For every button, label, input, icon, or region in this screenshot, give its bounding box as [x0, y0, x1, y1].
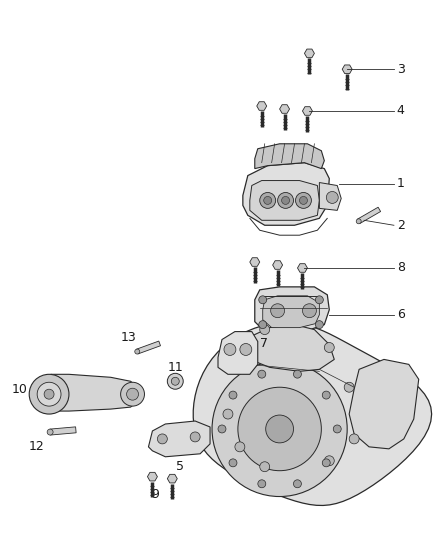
Text: 5: 5: [176, 460, 184, 473]
Circle shape: [259, 321, 267, 329]
Circle shape: [157, 434, 167, 444]
Polygon shape: [240, 325, 334, 372]
Circle shape: [235, 442, 245, 452]
Circle shape: [326, 191, 338, 204]
Polygon shape: [148, 421, 210, 457]
Circle shape: [29, 374, 69, 414]
Circle shape: [296, 192, 311, 208]
Polygon shape: [319, 182, 341, 211]
Polygon shape: [250, 258, 260, 266]
Polygon shape: [304, 49, 314, 58]
Polygon shape: [357, 207, 381, 223]
Circle shape: [224, 343, 236, 356]
Circle shape: [282, 197, 290, 204]
Polygon shape: [250, 181, 319, 220]
Circle shape: [322, 391, 330, 399]
Text: 2: 2: [397, 219, 405, 232]
Circle shape: [333, 425, 341, 433]
Circle shape: [303, 304, 316, 318]
Circle shape: [278, 192, 293, 208]
Circle shape: [258, 370, 266, 378]
Circle shape: [120, 382, 145, 406]
Polygon shape: [43, 374, 141, 411]
Text: 12: 12: [28, 440, 44, 454]
Text: 1: 1: [397, 177, 405, 190]
Circle shape: [293, 480, 301, 488]
Circle shape: [229, 459, 237, 467]
Polygon shape: [297, 264, 307, 272]
Circle shape: [266, 415, 293, 443]
Polygon shape: [167, 474, 177, 483]
Circle shape: [260, 325, 270, 335]
Circle shape: [264, 197, 272, 204]
Circle shape: [238, 387, 321, 471]
Polygon shape: [243, 163, 329, 225]
Circle shape: [44, 389, 54, 399]
Polygon shape: [257, 102, 267, 110]
Circle shape: [237, 358, 247, 367]
Text: 7: 7: [260, 337, 268, 350]
Circle shape: [300, 197, 307, 204]
Circle shape: [223, 409, 233, 419]
Circle shape: [344, 382, 354, 392]
Circle shape: [260, 192, 276, 208]
Polygon shape: [303, 107, 312, 115]
Circle shape: [229, 391, 237, 399]
Polygon shape: [193, 322, 431, 505]
Circle shape: [259, 296, 267, 304]
Polygon shape: [349, 359, 419, 449]
Polygon shape: [255, 144, 324, 168]
Text: 3: 3: [397, 63, 405, 76]
Circle shape: [315, 296, 323, 304]
Circle shape: [271, 304, 285, 318]
Polygon shape: [279, 104, 290, 114]
Circle shape: [167, 373, 183, 389]
Circle shape: [240, 343, 252, 356]
Polygon shape: [255, 287, 329, 332]
Circle shape: [324, 343, 334, 352]
Circle shape: [260, 462, 270, 472]
Polygon shape: [50, 427, 76, 435]
Circle shape: [135, 349, 140, 354]
Circle shape: [212, 361, 347, 497]
Circle shape: [171, 377, 179, 385]
Text: 6: 6: [397, 308, 405, 321]
Circle shape: [218, 425, 226, 433]
Circle shape: [349, 434, 359, 444]
Text: 9: 9: [152, 488, 159, 501]
Circle shape: [47, 429, 53, 435]
Circle shape: [315, 321, 323, 329]
Circle shape: [356, 219, 361, 224]
Text: 13: 13: [121, 331, 137, 344]
Circle shape: [190, 432, 200, 442]
Polygon shape: [218, 332, 258, 374]
Circle shape: [322, 459, 330, 467]
Polygon shape: [263, 296, 319, 328]
Polygon shape: [148, 472, 157, 481]
Circle shape: [127, 388, 138, 400]
Text: 11: 11: [167, 361, 183, 374]
Text: 10: 10: [11, 383, 27, 395]
Polygon shape: [342, 65, 352, 74]
Text: 4: 4: [397, 104, 405, 117]
Text: 8: 8: [397, 262, 405, 274]
Circle shape: [293, 370, 301, 378]
Polygon shape: [136, 341, 160, 354]
Circle shape: [37, 382, 61, 406]
Circle shape: [258, 480, 266, 488]
Circle shape: [324, 456, 334, 466]
Polygon shape: [273, 261, 283, 269]
